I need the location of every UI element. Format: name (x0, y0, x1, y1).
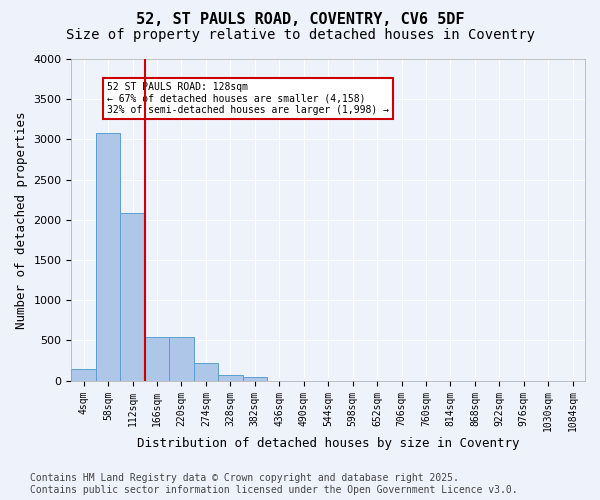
Bar (242, 378, 267, 380)
Text: Contains HM Land Registry data © Crown copyright and database right 2025.
Contai: Contains HM Land Registry data © Crown c… (30, 474, 518, 495)
Bar (71, 368, 96, 380)
Bar (145, 337, 169, 380)
Text: 52, ST PAULS ROAD, COVENTRY, CV6 5DF: 52, ST PAULS ROAD, COVENTRY, CV6 5DF (136, 12, 464, 28)
Text: Size of property relative to detached houses in Coventry: Size of property relative to detached ho… (65, 28, 535, 42)
Bar (169, 337, 194, 380)
X-axis label: Distribution of detached houses by size in Coventry: Distribution of detached houses by size … (137, 437, 520, 450)
Bar (194, 363, 218, 380)
Bar (218, 375, 242, 380)
Bar (121, 214, 145, 380)
Bar (96, 133, 121, 380)
Text: 52 ST PAULS ROAD: 128sqm
← 67% of detached houses are smaller (4,158)
32% of sem: 52 ST PAULS ROAD: 128sqm ← 67% of detach… (107, 82, 389, 114)
Y-axis label: Number of detached properties: Number of detached properties (15, 111, 28, 328)
